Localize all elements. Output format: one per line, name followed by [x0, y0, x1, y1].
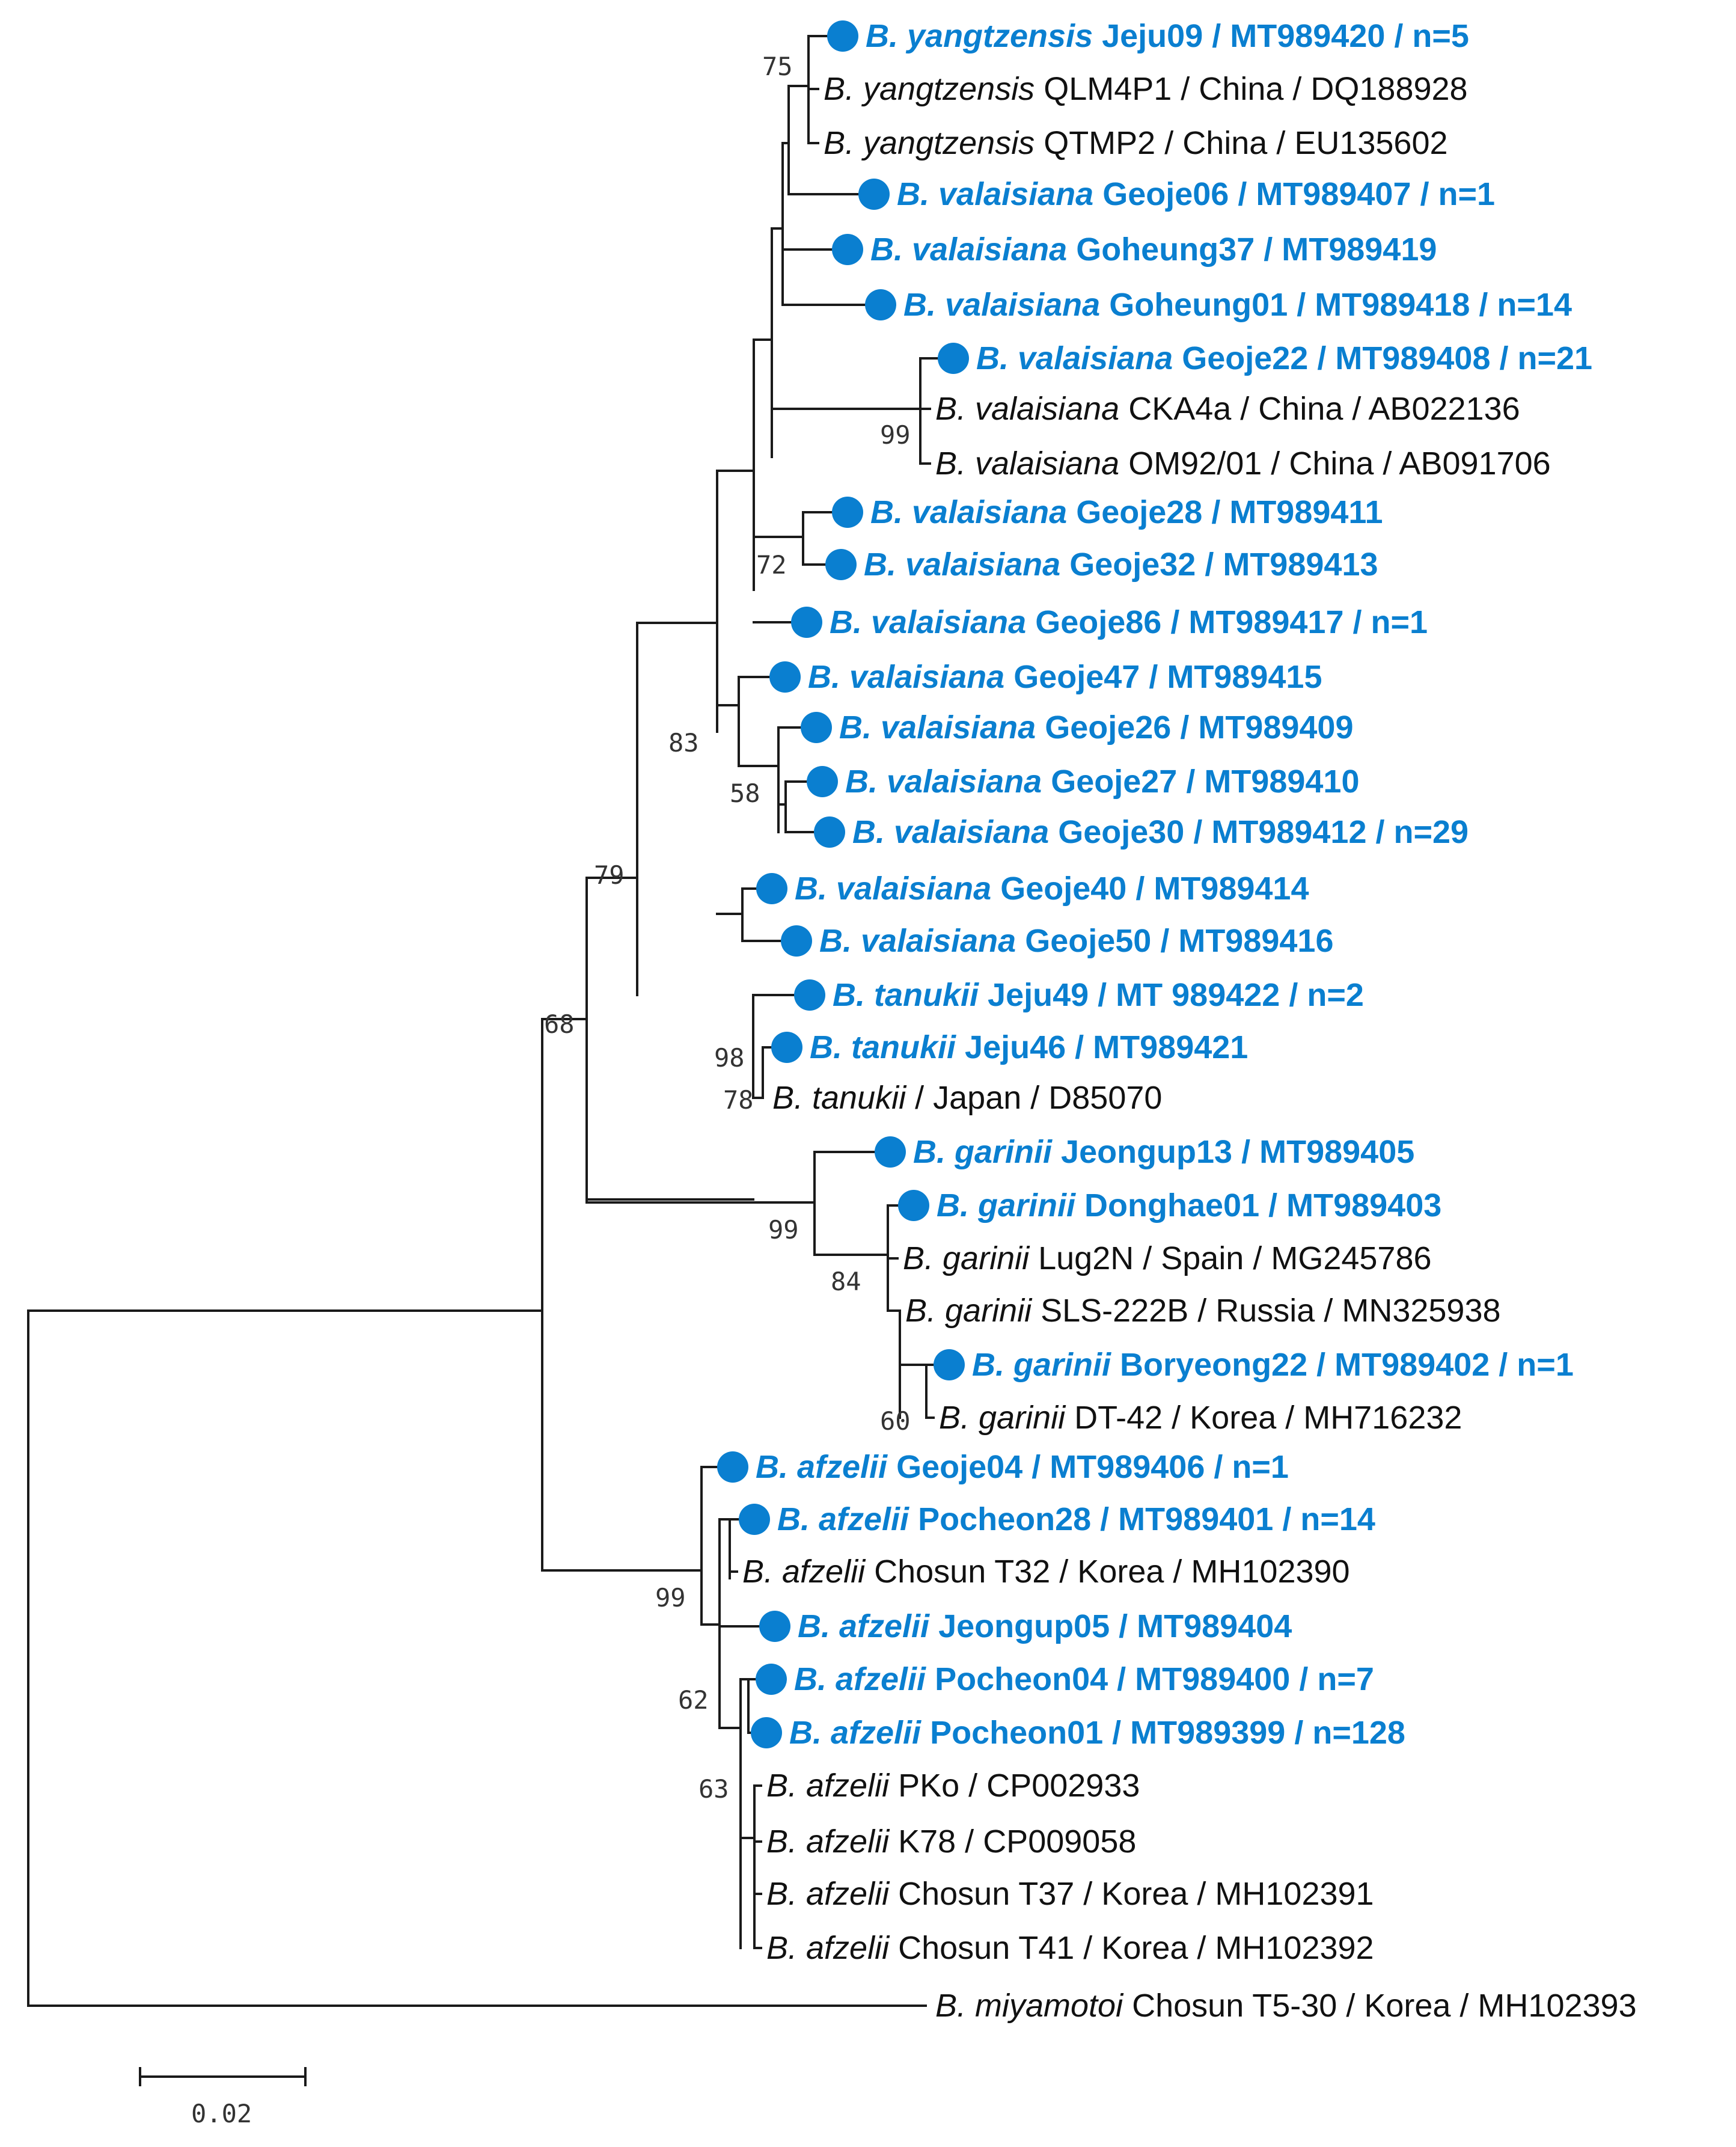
marker-t17 [756, 873, 787, 904]
marker-t31 [759, 1611, 790, 1642]
marker-t14 [801, 712, 832, 743]
scale-bar: 0.02 [139, 2067, 307, 2128]
tip-label: B. garinii Jeongup13 / MT989405 [913, 1134, 1414, 1170]
tip-label: B. afzelii Jeongup05 / MT989404 [798, 1608, 1292, 1644]
marker-t06 [865, 289, 896, 320]
tip-label: B. valaisiana Geoje86 / MT989417 / n=1 [830, 604, 1428, 640]
marker-t05 [832, 234, 863, 265]
scale-bar-line [139, 2067, 307, 2086]
marker-t26 [934, 1349, 965, 1380]
bootstrap-58: 58 [730, 779, 760, 808]
tip-label: B. valaisiana CKA4a / China / AB022136 [935, 391, 1520, 427]
bootstrap-99: 99 [655, 1583, 686, 1613]
marker-t23 [898, 1190, 929, 1221]
bootstrap-99: 99 [880, 420, 911, 450]
bootstrap-60: 60 [880, 1406, 911, 1436]
tip-label: B. valaisiana Geoje28 / MT989411 [870, 494, 1383, 530]
tip-label: B. garinii DT-42 / Korea / MH716232 [939, 1400, 1462, 1436]
bootstrap-72: 72 [756, 550, 787, 580]
tip-label: B. afzelii Chosun T41 / Korea / MH102392 [766, 1930, 1374, 1966]
marker-t12 [791, 607, 822, 638]
tip-label: B. tanukii Jeju49 / MT 989422 / n=2 [833, 977, 1364, 1013]
marker-t15 [807, 766, 838, 797]
tip-label: B. valaisiana Geoje06 / MT989407 / n=1 [897, 176, 1495, 212]
marker-t16 [814, 816, 845, 848]
tip-label: B. afzelii Pocheon04 / MT989400 / n=7 [794, 1661, 1374, 1697]
tip-label: B. afzelii Chosun T32 / Korea / MH102390 [742, 1554, 1350, 1590]
marker-t01 [827, 20, 858, 52]
bootstrap-79: 79 [594, 860, 625, 890]
tip-labels: B. yangtzensis Jeju09 / MT989420 / n=5 B… [742, 18, 1637, 2024]
tip-label: B. yangtzensis QLM4P1 / China / DQ188928 [824, 71, 1468, 107]
tip-label: B. valaisiana Geoje30 / MT989412 / n=29 [852, 814, 1469, 850]
marker-t13 [769, 661, 801, 693]
bootstrap-values: 75 99 72 83 58 79 68 98 78 99 84 60 99 6… [544, 52, 911, 1804]
marker-t18 [781, 925, 812, 957]
tip-label: B. yangtzensis QTMP2 / China / EU135602 [824, 125, 1448, 161]
tip-label: B. valaisiana Geoje47 / MT989415 [808, 659, 1322, 695]
tip-label: B. valaisiana Geoje50 / MT989416 [819, 923, 1334, 959]
tree-branches [27, 35, 941, 2007]
marker-t04 [858, 179, 890, 210]
tip-label: B. miyamotoi Chosun T5-30 / Korea / MH10… [935, 1988, 1637, 2024]
marker-t33 [751, 1717, 782, 1748]
tip-label: B. tanukii Jeju46 / MT989421 [810, 1029, 1248, 1065]
tip-label: B. garinii Boryeong22 / MT989402 / n=1 [972, 1347, 1574, 1383]
tip-label: B. valaisiana Geoje27 / MT989410 [845, 764, 1360, 800]
marker-t28 [717, 1451, 748, 1483]
tip-label: B. garinii Lug2N / Spain / MG245786 [903, 1240, 1432, 1276]
bootstrap-75: 75 [762, 52, 793, 81]
tip-label: B. tanukii / Japan / D85070 [772, 1080, 1162, 1116]
marker-t10 [832, 497, 863, 528]
korean-isolate-markers [717, 20, 969, 1748]
tip-label: B. afzelii K78 / CP009058 [766, 1824, 1136, 1860]
bootstrap-99: 99 [768, 1215, 799, 1245]
marker-t11 [825, 549, 857, 580]
tip-label: B. afzelii Pocheon01 / MT989399 / n=128 [789, 1715, 1405, 1751]
tip-label: B. valaisiana Geoje40 / MT989414 [795, 871, 1309, 907]
marker-t20 [771, 1032, 802, 1063]
bootstrap-98: 98 [714, 1043, 745, 1073]
tip-label: B. valaisiana Geoje22 / MT989408 / n=21 [976, 340, 1592, 376]
bootstrap-62: 62 [678, 1685, 709, 1715]
tip-label: B. garinii SLS-222B / Russia / MN325938 [905, 1293, 1501, 1329]
scale-bar-label: 0.02 [191, 2099, 252, 2128]
tip-label: B. yangtzensis Jeju09 / MT989420 / n=5 [866, 18, 1469, 54]
marker-t32 [756, 1664, 787, 1695]
tip-label: B. valaisiana OM92/01 / China / AB091706 [935, 446, 1551, 482]
bootstrap-78: 78 [723, 1085, 754, 1115]
bootstrap-63: 63 [698, 1774, 729, 1804]
tip-label: B. valaisiana Geoje32 / MT989413 [864, 547, 1378, 583]
bootstrap-83: 83 [668, 728, 699, 758]
marker-t19 [794, 979, 825, 1011]
tip-label: B. afzelii Pocheon28 / MT989401 / n=14 [777, 1501, 1375, 1537]
marker-t22 [875, 1136, 906, 1168]
tip-label: B. afzelii PKo / CP002933 [766, 1768, 1140, 1804]
tip-label: B. valaisiana Goheung01 / MT989418 / n=1… [903, 287, 1572, 323]
tip-label: B. valaisiana Goheung37 / MT989419 [870, 231, 1437, 268]
marker-t07 [938, 343, 969, 374]
marker-t29 [739, 1504, 770, 1535]
bootstrap-84: 84 [831, 1267, 861, 1296]
tip-label: B. valaisiana Geoje26 / MT989409 [839, 709, 1354, 746]
bootstrap-68: 68 [544, 1009, 575, 1039]
tip-label: B. afzelii Chosun T37 / Korea / MH102391 [766, 1876, 1374, 1912]
tip-label: B. garinii Donghae01 / MT989403 [937, 1187, 1441, 1224]
tip-label: B. afzelii Geoje04 / MT989406 / n=1 [756, 1449, 1289, 1485]
